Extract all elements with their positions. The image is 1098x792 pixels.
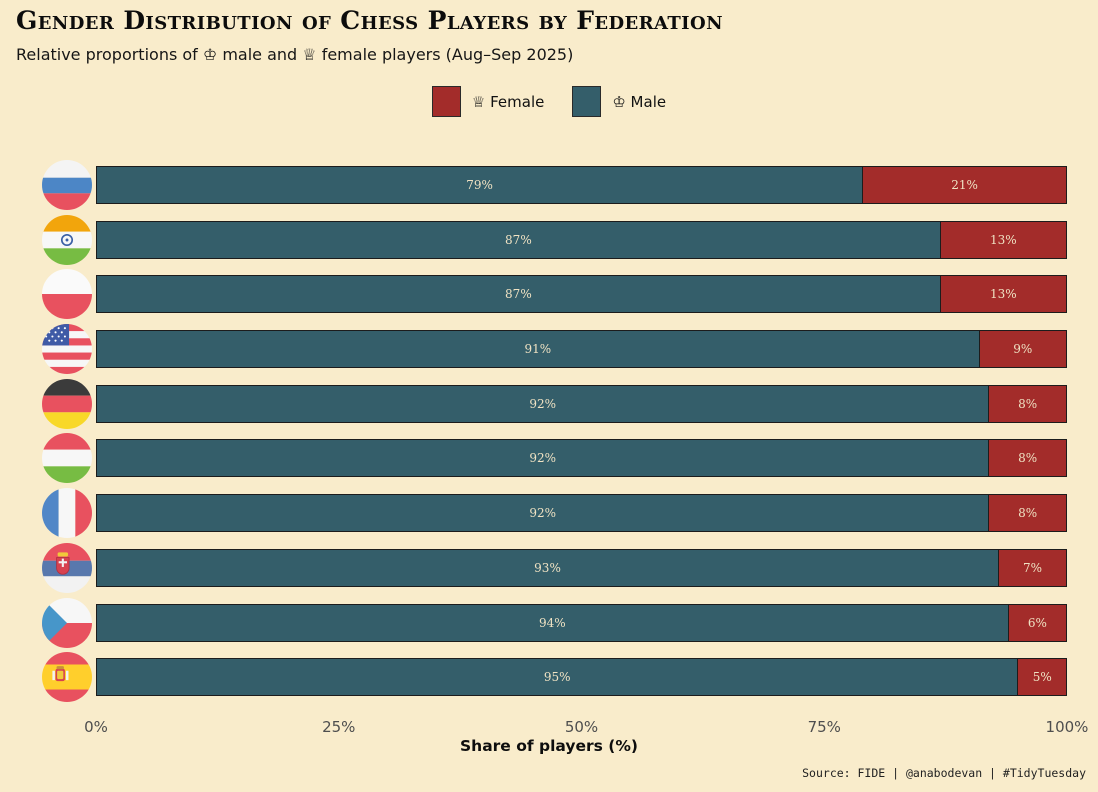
female-pct-label: 8% [1018, 396, 1038, 411]
legend-item-female: ♕ Female [431, 86, 545, 117]
stacked-bar: 87% 13% [96, 220, 1067, 259]
male-pct-label: 92% [529, 506, 556, 521]
female-pct-label: 6% [1027, 615, 1047, 630]
female-segment: 8% [989, 494, 1067, 533]
czechia-flag-icon [42, 597, 92, 648]
female-segment: 8% [989, 384, 1067, 423]
male-segment: 95% [96, 658, 1019, 697]
usa-flag-icon [42, 324, 92, 375]
bar-row-france: 92% 8% [0, 488, 1098, 539]
female-segment: 7% [999, 548, 1067, 587]
male-segment: 92% [96, 494, 990, 533]
female-segment: 9% [979, 330, 1067, 369]
female-segment: 6% [1008, 603, 1067, 642]
male-segment: 87% [96, 275, 941, 314]
bar-row-czechia: 94% 6% [0, 597, 1098, 648]
legend-label-female: ♕ Female [471, 92, 545, 111]
male-pct-label: 79% [466, 178, 493, 192]
poland-flag-icon [42, 269, 92, 320]
bar-rows: 79% 21% 87% 13% 87% 13% [0, 160, 1098, 713]
female-segment: 8% [989, 439, 1067, 478]
hungary-flag-icon [42, 433, 92, 484]
bar-row-spain: 95% 5% [0, 652, 1098, 703]
x-axis-label: Share of players (%) [460, 737, 638, 755]
male-segment: 92% [96, 384, 990, 423]
stacked-bar: 92% 8% [96, 384, 1067, 423]
male-pct-label: 93% [534, 560, 561, 575]
india-flag-icon [42, 214, 92, 265]
male-segment: 94% [96, 603, 1009, 642]
female-pct-label: 5% [1032, 670, 1052, 685]
male-pct-label: 87% [505, 232, 532, 247]
female-pct-label: 8% [1018, 451, 1038, 466]
x-axis: 0% 25% 50% 75% 100% [84, 718, 1088, 738]
stacked-bar: 92% 8% [96, 494, 1067, 533]
x-tick-100: 100% [1045, 718, 1089, 736]
stacked-bar: 94% 6% [96, 603, 1067, 642]
male-segment: 91% [96, 330, 980, 369]
stacked-bar: 92% 8% [96, 439, 1067, 478]
female-pct-label: 9% [1013, 342, 1033, 357]
legend-item-male: ♔ Male [572, 86, 666, 117]
male-pct-label: 95% [543, 670, 571, 685]
russia-flag-icon [42, 160, 92, 210]
source-caption: Source: FIDE | @anabodevan | #TidyTuesda… [802, 766, 1086, 780]
x-tick-50: 50% [564, 718, 599, 736]
serbia-flag-icon [42, 542, 92, 593]
legend-label-male: ♔ Male [612, 92, 667, 111]
germany-flag-icon [42, 378, 92, 429]
male-pct-label: 87% [505, 287, 532, 302]
bar-row-india: 87% 13% [0, 214, 1098, 265]
bar-row-serbia: 93% 7% [0, 542, 1098, 593]
x-tick-75: 75% [807, 718, 841, 736]
male-pct-label: 92% [529, 451, 556, 466]
bar-row-poland: 87% 13% [0, 269, 1098, 320]
x-tick-0: 0% [84, 718, 108, 736]
female-pct-label: 13% [990, 287, 1017, 302]
stacked-bar: 91% 9% [96, 330, 1067, 369]
female-color-swatch [431, 86, 461, 117]
female-pct-label: 7% [1022, 560, 1043, 575]
female-pct-label: 8% [1018, 506, 1038, 521]
bar-row-russia: 79% 21% [0, 160, 1098, 210]
female-segment: 13% [940, 275, 1067, 314]
spain-flag-icon [42, 652, 92, 703]
female-segment: 13% [940, 220, 1067, 259]
france-flag-icon [42, 488, 92, 539]
bar-row-germany: 92% 8% [0, 378, 1098, 429]
male-pct-label: 91% [524, 342, 552, 357]
female-pct-label: 13% [990, 232, 1017, 247]
page-title: Gender Distribution of Chess Players by … [16, 6, 723, 35]
chart-subtitle: Relative proportions of ♔ male and ♕ fem… [16, 45, 574, 64]
male-pct-label: 94% [539, 615, 566, 630]
x-tick-25: 25% [322, 718, 356, 736]
female-segment: 21% [863, 166, 1067, 204]
stacked-bar: 79% 21% [96, 166, 1067, 204]
male-segment: 87% [96, 220, 941, 259]
male-pct-label: 92% [529, 396, 556, 411]
male-segment: 93% [96, 548, 1000, 587]
stacked-bar: 95% 5% [96, 658, 1067, 697]
male-segment: 92% [96, 439, 990, 478]
female-segment: 5% [1018, 658, 1067, 697]
stacked-bar: 87% 13% [96, 275, 1067, 314]
bar-row-hungary: 92% 8% [0, 433, 1098, 484]
stacked-bar: 93% 7% [96, 548, 1067, 587]
male-color-swatch [572, 86, 602, 117]
female-pct-label: 21% [951, 178, 978, 192]
bar-row-united-states: 91% 9% [0, 324, 1098, 375]
male-segment: 79% [96, 166, 864, 204]
legend: ♕ Female ♔ Male [0, 86, 1098, 117]
